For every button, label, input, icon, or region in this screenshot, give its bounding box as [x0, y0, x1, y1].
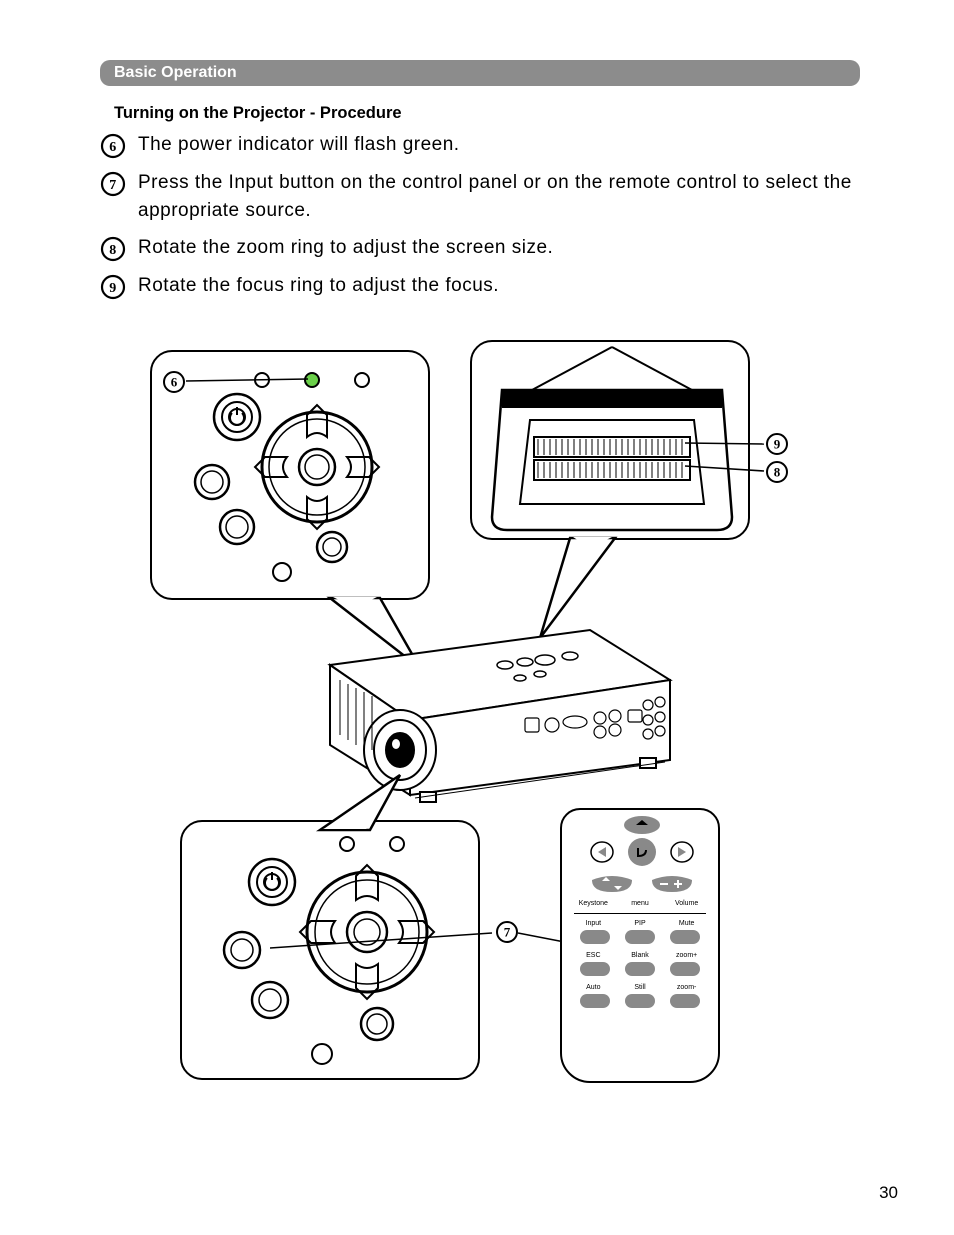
step-list: 6 The power indicator will flash green. …	[100, 131, 860, 300]
subtitle: Turning on the Projector - Procedure	[114, 104, 860, 123]
step-num-icon: 7	[100, 171, 132, 197]
step-text: The power indicator will flash green.	[138, 131, 860, 159]
svg-text:9: 9	[774, 437, 781, 452]
remote-btn-row	[572, 930, 708, 944]
step-6: 6 The power indicator will flash green.	[100, 131, 860, 159]
leader-7	[270, 925, 590, 965]
remote-label: Volume	[670, 900, 704, 907]
remote-button	[670, 962, 700, 976]
step-num-icon: 9	[100, 274, 132, 300]
remote-top-svg	[562, 810, 722, 900]
remote-button	[580, 930, 610, 944]
remote-label: PIP	[623, 920, 657, 927]
remote-label: menu	[623, 900, 657, 907]
step-num-icon: 8	[100, 236, 132, 262]
step-text: Press the Input button on the control pa…	[138, 169, 860, 224]
step-9: 9 Rotate the focus ring to adjust the fo…	[100, 272, 860, 300]
leader-6	[180, 370, 320, 390]
page-number: 30	[879, 1183, 898, 1203]
svg-text:7: 7	[109, 178, 117, 193]
section-title: Basic Operation	[114, 64, 237, 81]
remote-label: Still	[623, 984, 657, 991]
step-7: 7 Press the Input button on the control …	[100, 169, 860, 224]
remote-button	[580, 962, 610, 976]
remote-label: Blank	[623, 952, 657, 959]
svg-text:6: 6	[109, 140, 117, 155]
section-header: Basic Operation	[100, 60, 860, 86]
diagram: 6	[100, 330, 860, 1090]
remote-label: Mute	[670, 920, 704, 927]
leader-98	[680, 438, 770, 478]
remote-button	[670, 994, 700, 1008]
svg-text:8: 8	[774, 465, 781, 480]
svg-text:6: 6	[171, 375, 178, 390]
step-8: 8 Rotate the zoom ring to adjust the scr…	[100, 234, 860, 262]
remote-button	[670, 930, 700, 944]
remote-label: Auto	[576, 984, 610, 991]
remote-label: zoom-	[670, 984, 704, 991]
remote-row3-labels: ESC Blank zoom+	[570, 952, 710, 959]
step-text: Rotate the zoom ring to adjust the scree…	[138, 234, 860, 262]
remote-btn-row	[572, 994, 708, 1008]
svg-text:8: 8	[109, 243, 117, 258]
svg-text:9: 9	[109, 281, 117, 296]
remote-button	[580, 994, 610, 1008]
remote-label: ESC	[576, 952, 610, 959]
bubble-tail-3	[280, 770, 410, 840]
remote-label: Input	[576, 920, 610, 927]
remote-row1-labels: Keystone menu Volume	[570, 900, 710, 907]
remote-button	[625, 962, 655, 976]
remote-row2-labels: Input PIP Mute	[570, 920, 710, 927]
remote-label: Keystone	[576, 900, 610, 907]
remote-control: Keystone menu Volume Input PIP Mute ESC …	[560, 808, 720, 1083]
remote-button	[625, 994, 655, 1008]
remote-label: zoom+	[670, 952, 704, 959]
remote-button	[625, 930, 655, 944]
step-num-icon: 6	[100, 133, 132, 159]
step-text: Rotate the focus ring to adjust the focu…	[138, 272, 860, 300]
remote-row4-labels: Auto Still zoom-	[570, 984, 710, 991]
remote-btn-row	[572, 962, 708, 976]
